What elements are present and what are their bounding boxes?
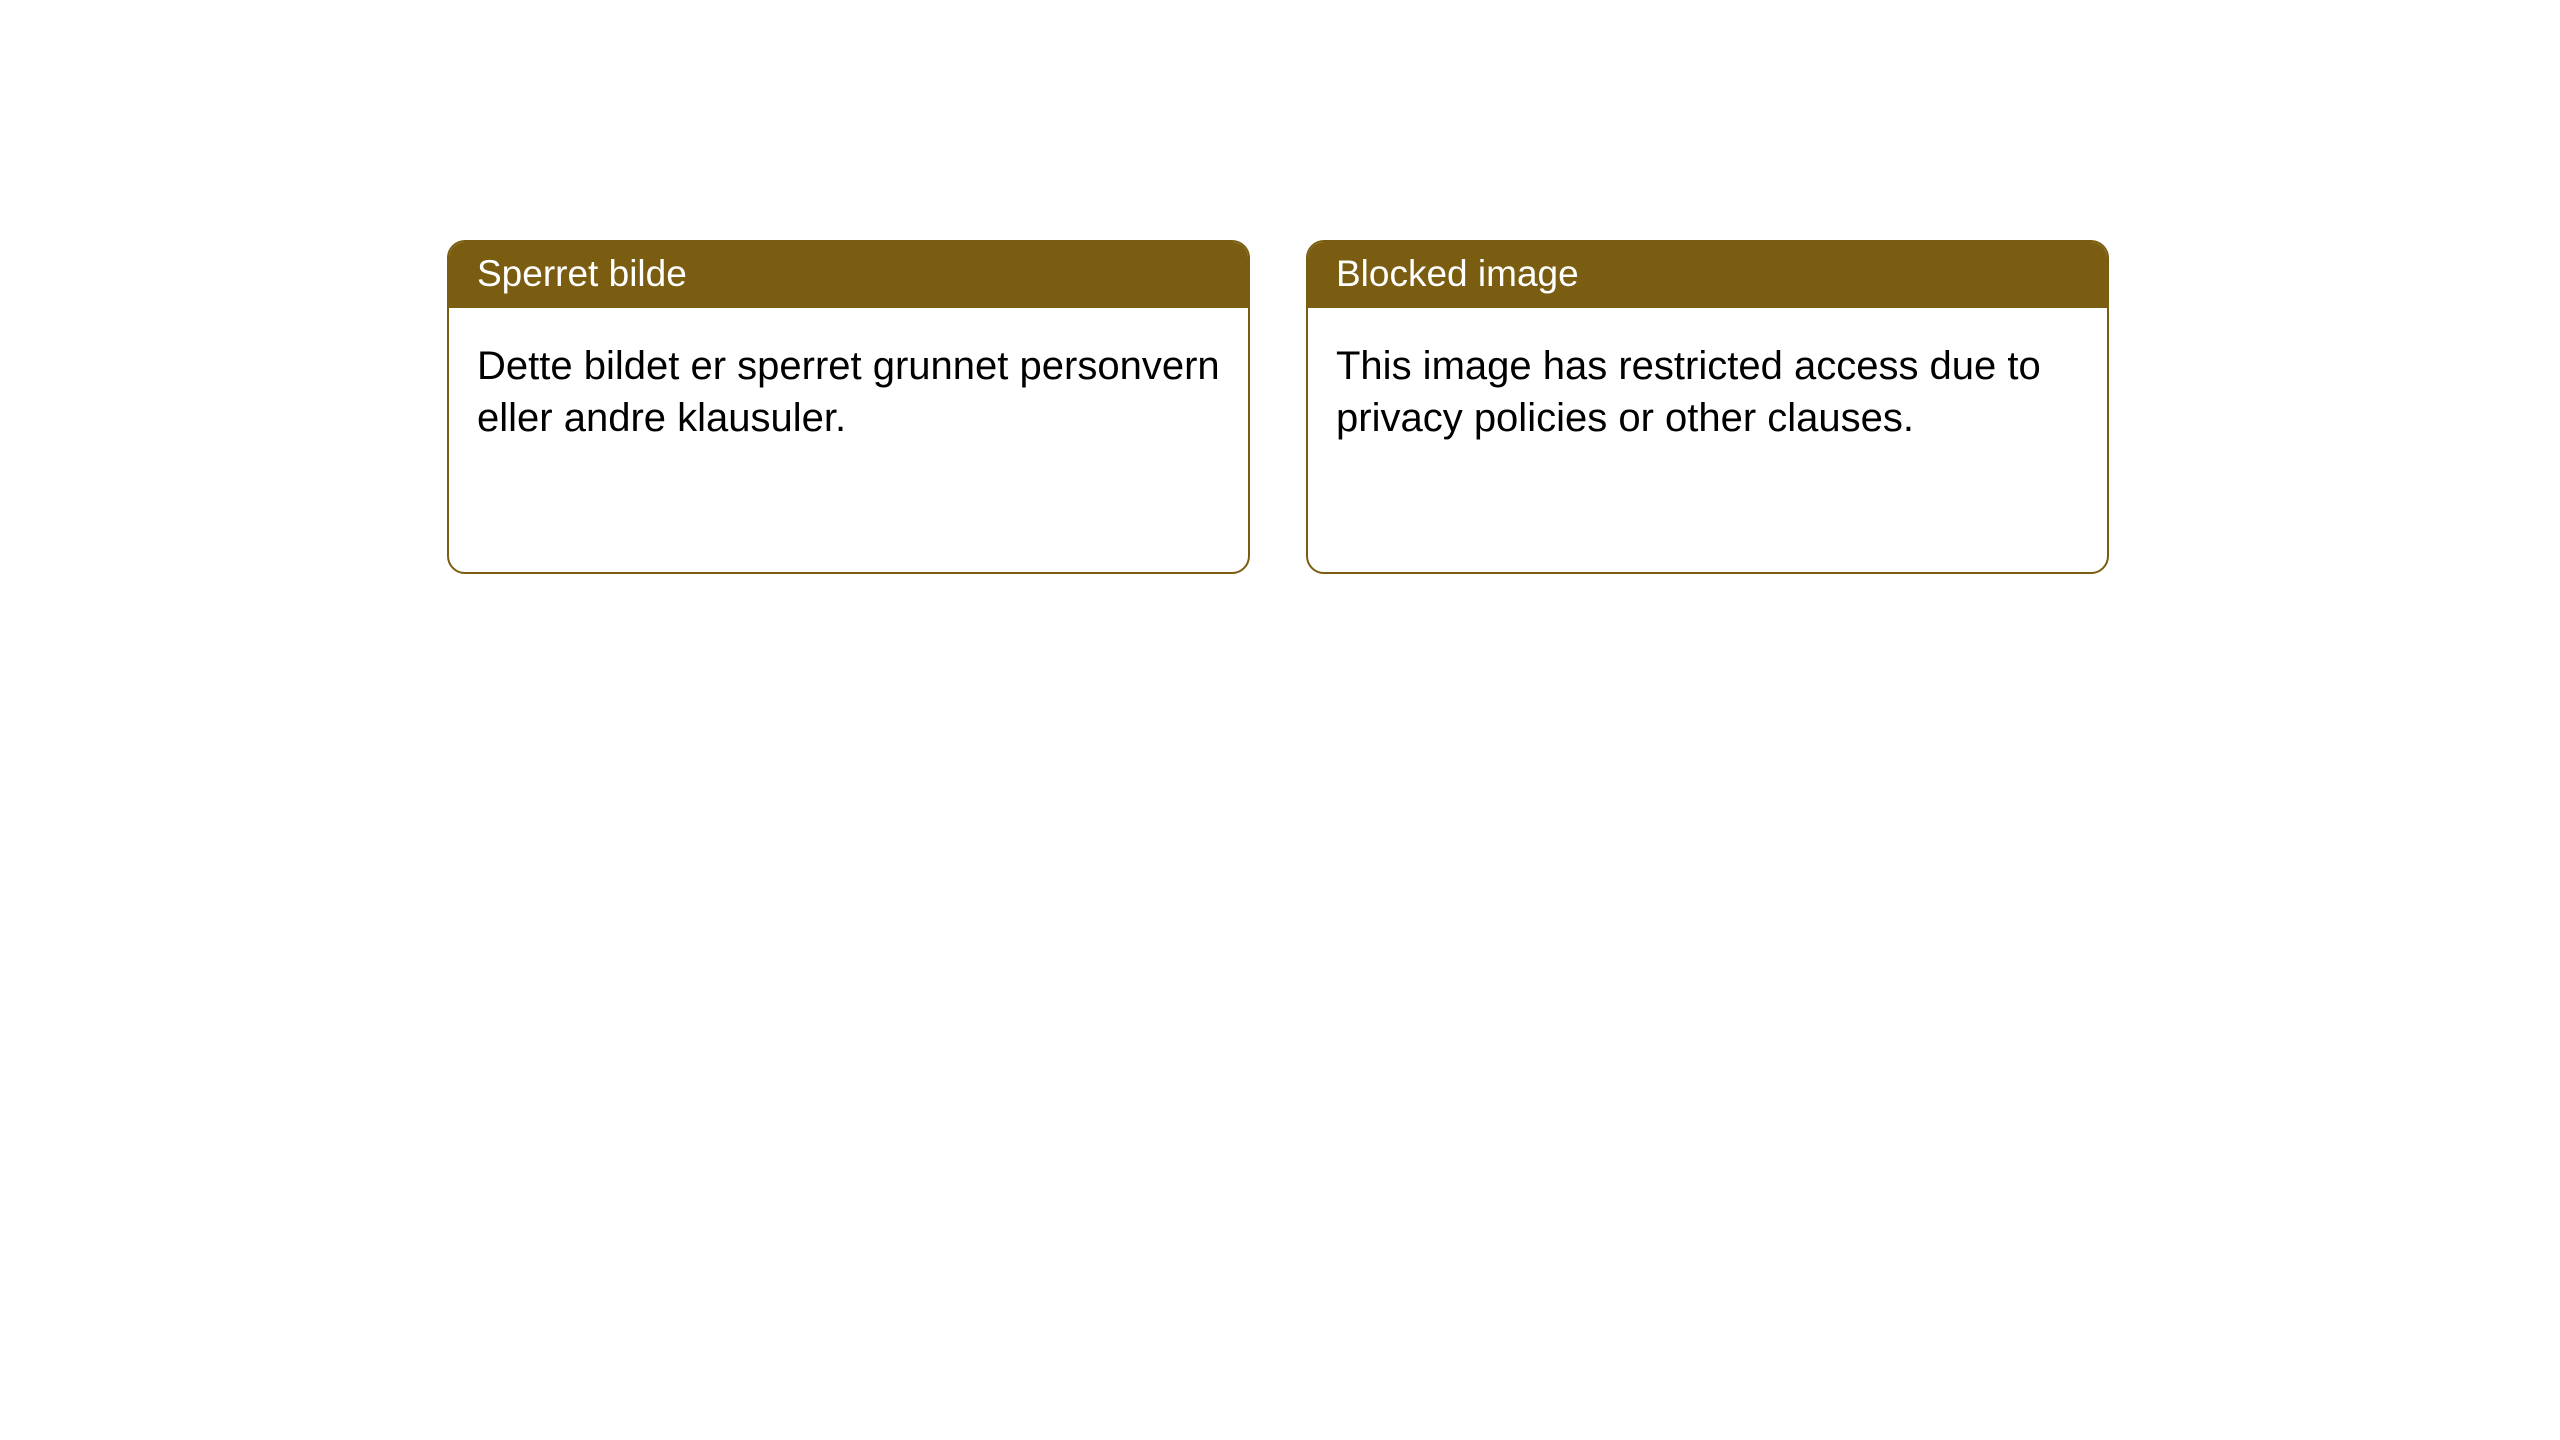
- notice-container: Sperret bilde Dette bildet er sperret gr…: [0, 0, 2560, 574]
- notice-title: Blocked image: [1308, 242, 2107, 308]
- notice-body: This image has restricted access due to …: [1308, 308, 2107, 476]
- notice-card-english: Blocked image This image has restricted …: [1306, 240, 2109, 574]
- notice-card-norwegian: Sperret bilde Dette bildet er sperret gr…: [447, 240, 1250, 574]
- notice-title: Sperret bilde: [449, 242, 1248, 308]
- notice-body: Dette bildet er sperret grunnet personve…: [449, 308, 1248, 476]
